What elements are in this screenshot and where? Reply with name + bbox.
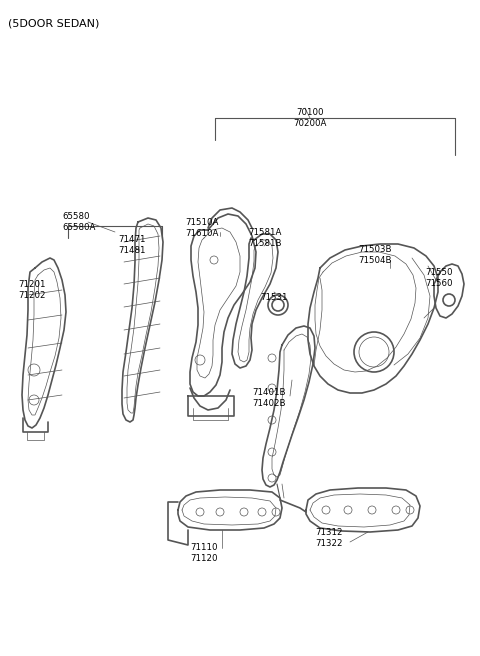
Text: 71401B
71402B: 71401B 71402B: [252, 388, 286, 408]
Text: 71581A
71581B: 71581A 71581B: [248, 228, 281, 248]
Text: (5DOOR SEDAN): (5DOOR SEDAN): [8, 18, 99, 28]
Text: 71510A
71610A: 71510A 71610A: [185, 218, 218, 238]
Text: 71110
71120: 71110 71120: [190, 543, 217, 563]
Text: 65580
65580A: 65580 65580A: [62, 212, 96, 232]
Text: 71201
71202: 71201 71202: [18, 280, 46, 300]
Text: 71550
71560: 71550 71560: [425, 268, 453, 288]
Text: 71503B
71504B: 71503B 71504B: [358, 245, 392, 265]
Text: 71312
71322: 71312 71322: [315, 528, 343, 548]
Text: 71471
71481: 71471 71481: [118, 235, 145, 255]
Text: 71531: 71531: [260, 293, 288, 302]
Text: 70100
70200A: 70100 70200A: [293, 108, 327, 128]
